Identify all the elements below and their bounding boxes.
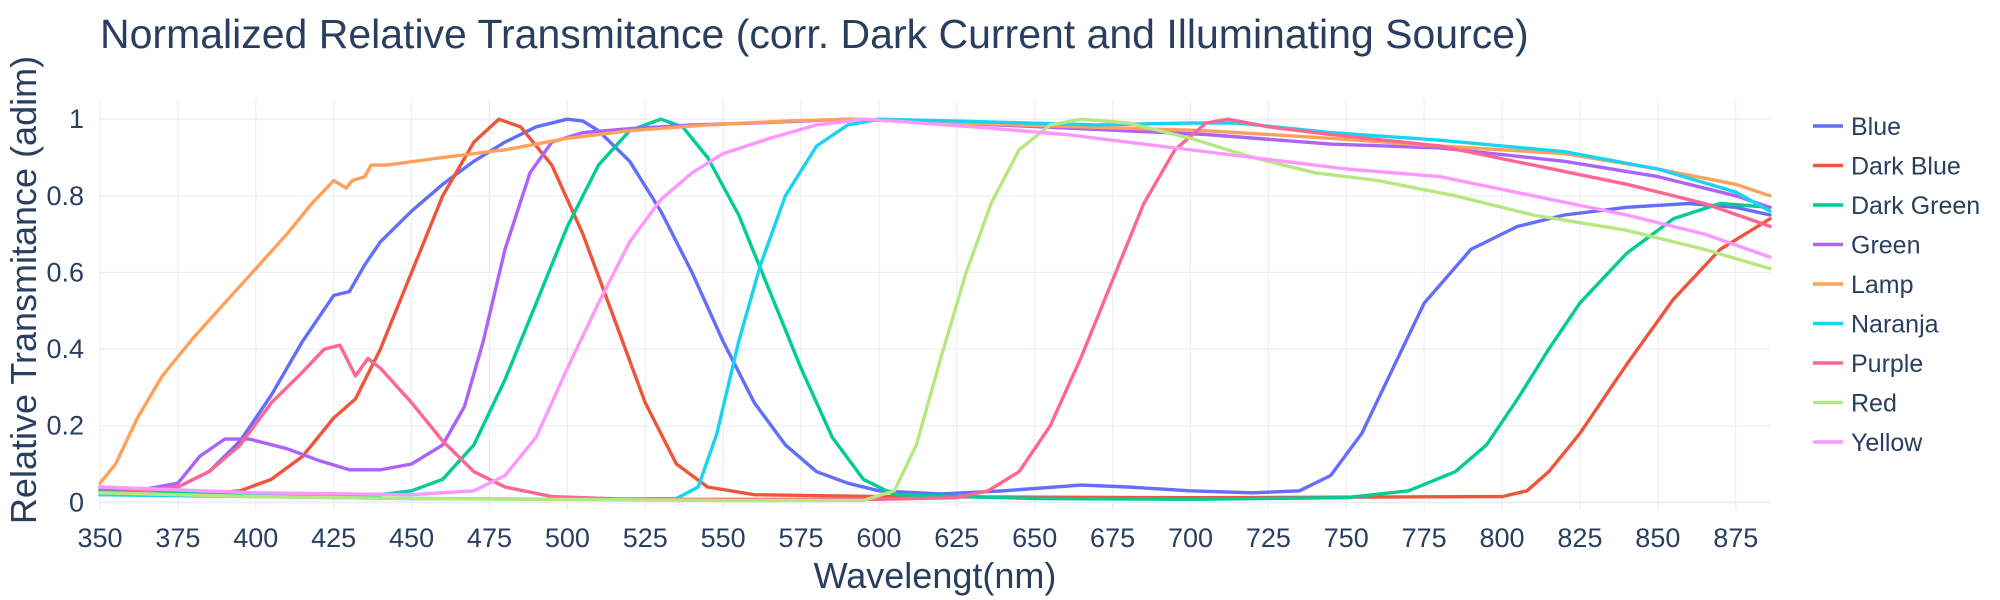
x-tick-label: 525 [623, 523, 668, 553]
x-axis-title: Wavelengt(nm) [814, 555, 1057, 596]
series-line-lamp [98, 117, 1772, 485]
y-axis-ticks: 0 0.2 0.4 0.6 0.8 1 [46, 104, 84, 517]
x-tick-label: 500 [545, 523, 590, 553]
legend-item: Dark Blue [1851, 153, 1961, 181]
x-tick-label: 825 [1557, 523, 1602, 553]
y-tick-label: 0.8 [46, 181, 84, 211]
plot-area [98, 117, 1772, 503]
series-line-naranja [98, 117, 1772, 501]
x-tick-label: 650 [1012, 523, 1057, 553]
y-tick-label: 0.6 [46, 257, 84, 287]
x-tick-label: 700 [1168, 523, 1213, 553]
y-tick-label: 0 [69, 487, 84, 517]
legend-item: Red [1851, 390, 1897, 418]
x-tick-label: 600 [856, 523, 901, 553]
x-tick-label: 750 [1324, 523, 1369, 553]
x-tick-label: 575 [778, 523, 823, 553]
y-tick-label: 0.4 [46, 334, 84, 364]
legend-item: Blue [1851, 113, 1901, 141]
series-line-purple [98, 117, 1772, 501]
series-line-dark-blue [98, 117, 1772, 500]
x-tick-label: 375 [155, 523, 200, 553]
series-line-green [98, 117, 1772, 491]
x-tick-label: 800 [1480, 523, 1525, 553]
legend-item: Green [1851, 232, 1920, 260]
x-tick-label: 400 [233, 523, 278, 553]
y-tick-label: 1 [69, 104, 84, 134]
series-line-yellow [98, 117, 1772, 497]
y-axis-title: Relative Transmitance (adim) [3, 56, 44, 524]
x-tick-label: 775 [1402, 523, 1447, 553]
x-tick-label: 450 [389, 523, 434, 553]
chart-title: Normalized Relative Transmitance (corr. … [100, 11, 1529, 57]
x-tick-label: 350 [77, 523, 122, 553]
legend-item: Dark Green [1851, 192, 1980, 220]
x-tick-label: 875 [1713, 523, 1758, 553]
legend-item: Purple [1851, 350, 1923, 378]
legend-item: Yellow [1851, 429, 1923, 457]
x-tick-label: 425 [311, 523, 356, 553]
x-tick-label: 850 [1635, 523, 1680, 553]
x-tick-label: 475 [467, 523, 512, 553]
x-tick-label: 550 [701, 523, 746, 553]
legend-item: Naranja [1851, 311, 1939, 339]
series-line-red [98, 117, 1772, 503]
x-axis-ticks: 350 375 400 425 450 475 500 525 550 575 600 625 650 6… [77, 523, 1758, 553]
y-tick-label: 0.2 [46, 411, 84, 441]
x-tick-label: 675 [1090, 523, 1135, 553]
x-tick-label: 725 [1246, 523, 1291, 553]
x-tick-label: 625 [934, 523, 979, 553]
legend: Blue Dark Blue Dark Green Green Lamp Naranja P… [1813, 113, 1980, 457]
series-line-blue [98, 117, 1772, 496]
series-line-dark-green [98, 117, 1772, 501]
legend-item: Lamp [1851, 271, 1914, 299]
